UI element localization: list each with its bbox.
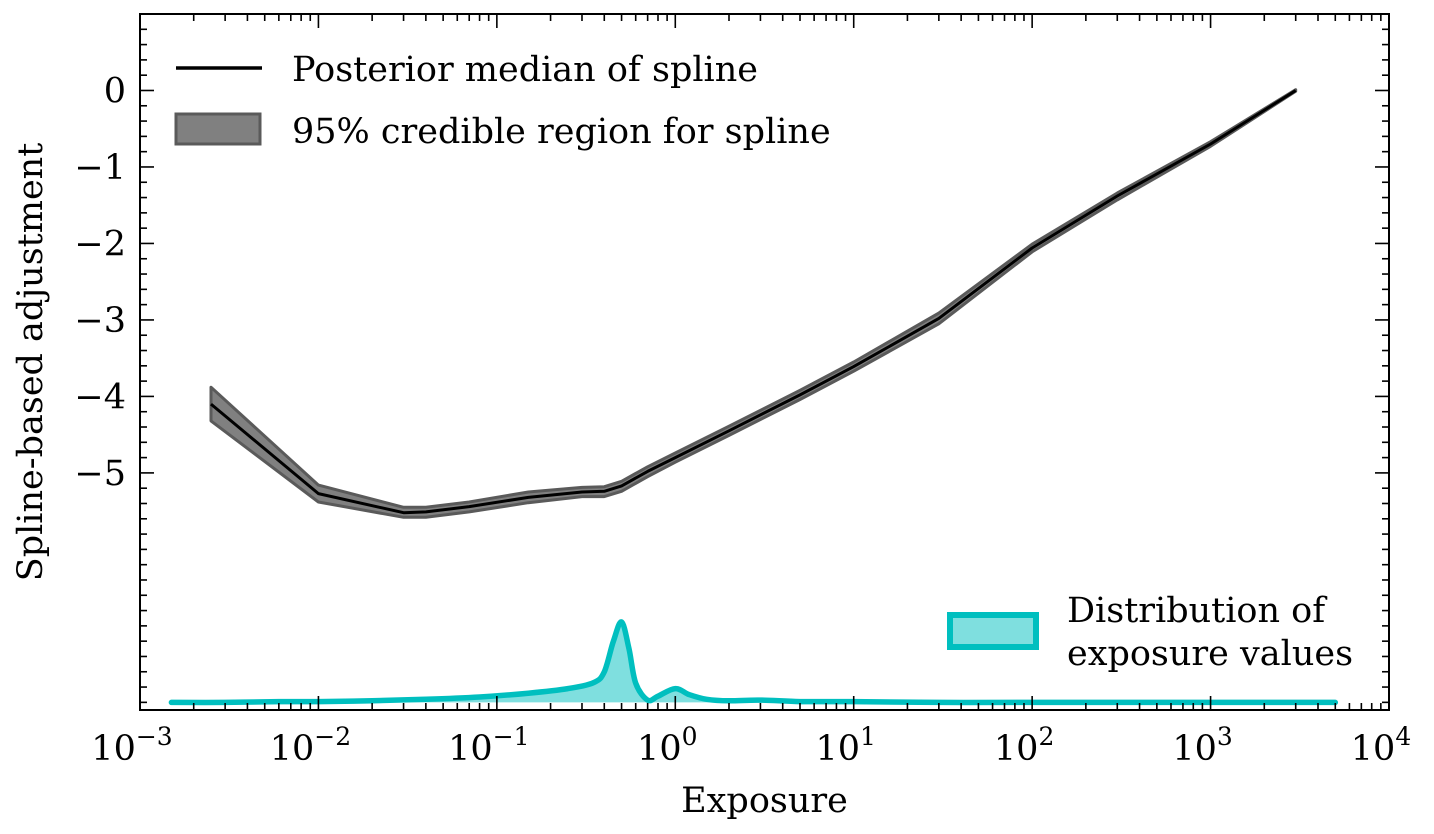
legend-density-swatch [947,612,1039,650]
y-tick-label: −3 [74,301,126,341]
median-line [210,89,1297,515]
legend-median-label: Posterior median of spline [292,50,758,90]
y-tick-label: −1 [74,148,126,188]
legend-bottom-right: Distribution of exposure values [947,591,1353,674]
y-tick-label: −5 [74,454,126,494]
axis-ticks [139,14,1390,710]
legend-density-label-line1: Distribution of [1067,591,1328,631]
x-tick-label: 10−2 [270,722,351,769]
credible-band-layer [209,88,1298,519]
x-tick-label: 10−3 [91,722,172,769]
y-tick-label: −4 [74,377,126,417]
x-tick-label: 10−1 [448,722,529,769]
y-axis-title: Spline-based adjustment [11,143,51,582]
density-outline [168,619,1339,706]
x-tick-label: 100 [637,722,697,769]
y-tick-label: 0 [104,71,126,111]
legend-band-label: 95% credible region for spline [292,112,831,152]
density-layer [168,619,1339,706]
credible-band [209,88,1298,519]
x-axis-title: Exposure [681,781,848,821]
plot-frame [139,13,1390,711]
median-line-layer [210,89,1297,515]
y-tick-label: −2 [74,224,126,264]
x-tick-label: 102 [994,722,1054,769]
x-tick-label: 103 [1172,722,1232,769]
legend-band-swatch [174,112,262,146]
legend-top-left: Posterior median of spline 95% credible … [174,50,831,152]
y-tick-labels: 0 −1 −2 −3 −4 −5 [74,71,126,493]
x-tick-label: 104 [1351,722,1411,769]
x-tick-labels: 10−3 10−2 10−1 100 101 102 103 104 [91,722,1411,769]
x-tick-label: 101 [815,722,875,769]
legend-density-label-line2: exposure values [1067,634,1353,674]
